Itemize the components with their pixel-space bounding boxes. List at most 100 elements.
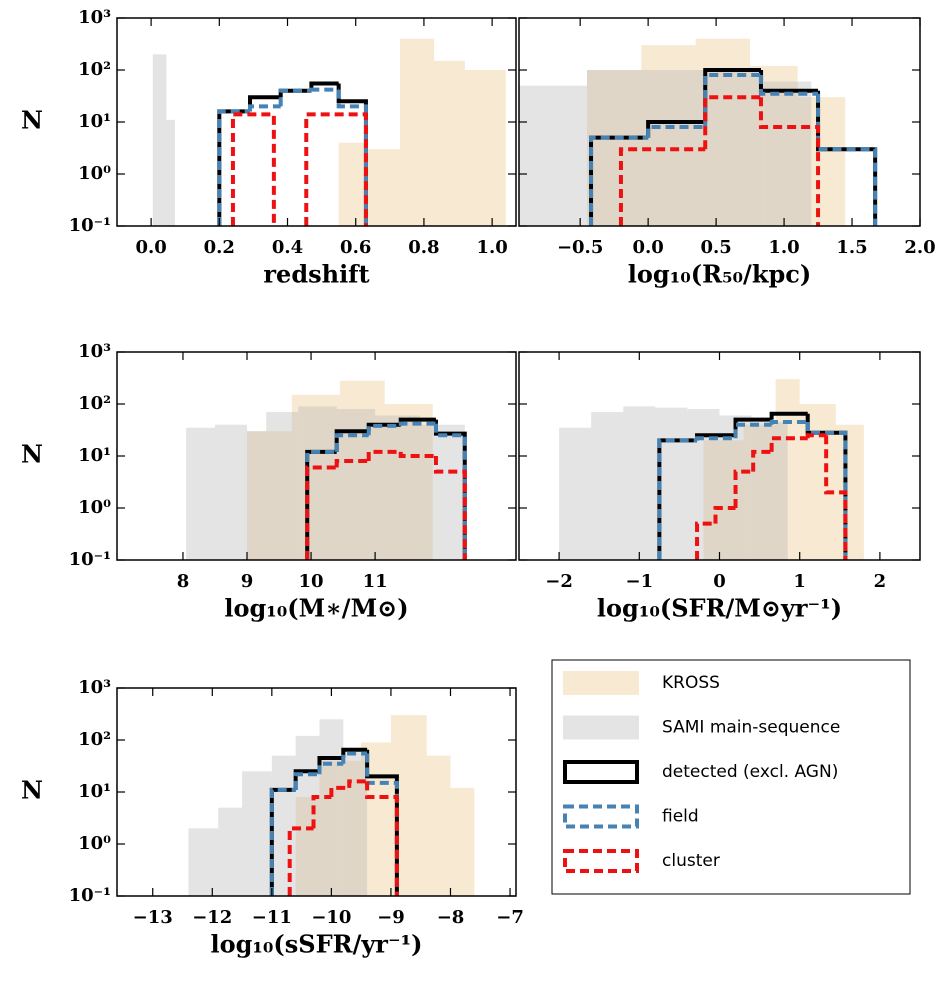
hist-bar [419,424,465,560]
x-tick-label: 11 [363,571,388,592]
legend-label: cluster [662,851,720,871]
x-tick-label: 1.0 [476,237,507,258]
hist-bar [319,719,344,896]
hist-bar [291,394,340,560]
x-tick-label: 0.5 [700,237,731,258]
hist-bar [426,755,451,896]
legend-swatch [563,671,639,695]
hist-bar [687,409,720,560]
x-tick-label: 1.0 [768,237,799,258]
hist-step [657,438,698,560]
hist-bar [434,60,465,226]
x-axis-label: log₁₀(SFR/M⊙yr⁻¹) [597,594,842,623]
hist-step [287,826,314,896]
x-tick-label: −2 [545,571,573,592]
hist-bar [295,735,320,896]
x-tick-label: 0.2 [204,237,235,258]
y-tick-label: 10⁰ [78,497,111,518]
hist-step [398,451,436,458]
x-tick-label: 0.0 [135,237,166,258]
y-axis-label: N [21,440,43,469]
hist-step [703,73,761,128]
hist-step [248,104,281,112]
hist-step [805,422,848,560]
hist-bar [384,404,433,560]
y-tick-label: 10³ [78,341,111,362]
legend-swatch [563,760,639,784]
x-tick-label: 9 [241,571,254,592]
hist-step [317,761,344,775]
hist-bar [152,54,167,227]
hist-step [695,521,716,560]
y-tick-label: 10² [78,729,111,750]
x-tick-label: −9 [377,907,405,928]
hist-step [733,469,754,508]
hist-bar [319,760,362,896]
legend-swatch [563,715,639,740]
hist-step [703,95,761,150]
hist-step [293,772,320,790]
hist-bar [591,412,624,560]
y-tick-label: 10² [78,393,111,414]
hist-step [366,423,401,436]
hist-bar [338,142,365,226]
y-axis-label: N [21,776,43,805]
hist-step [347,779,368,788]
hist-bar [797,97,846,226]
hist-step [248,95,281,112]
hist-step [433,456,467,560]
hist-step [769,436,808,452]
legend-box [551,659,911,895]
hist-bar [519,85,587,226]
hist-bar [214,424,248,560]
y-tick-label: 10⁻¹ [69,549,111,570]
x-tick-label: 0.8 [408,237,439,258]
hist-bar [218,807,243,896]
hist-step [695,436,736,441]
x-tick-label: 0.6 [340,237,371,258]
y-tick-label: 10⁻¹ [69,215,111,236]
legend-label: field [662,807,699,827]
legend-swatch [563,849,639,873]
hist-step [334,459,369,468]
hist-bar [375,415,420,560]
y-tick-label: 10² [78,59,111,80]
x-tick-label: −11 [252,907,292,928]
hist-step [217,109,250,226]
hist-step [769,420,808,425]
hist-step [304,112,368,226]
hist-step [816,93,878,226]
x-tick-label: 0.4 [272,237,303,258]
hist-bar [339,380,385,560]
hist-step [751,449,772,472]
hist-step [758,97,821,226]
x-tick-label: −12 [192,907,232,928]
hist-bar [799,404,836,560]
hist-step [366,449,401,462]
hist-bar [298,406,337,560]
hist-bar [464,70,506,226]
x-axis-label: log₁₀(sSFR/yr⁻¹) [210,930,422,959]
hist-bar [186,427,215,560]
hist-step [365,781,399,896]
hist-step [713,506,736,524]
hist-bar [242,771,272,896]
hist-bar [709,70,764,226]
hist-bar [450,787,475,896]
x-tick-label: −0.5 [557,237,603,258]
hist-bar [751,422,788,560]
hist-step [805,433,827,439]
hist-step [769,411,808,420]
y-axis-label: N [21,106,43,135]
hist-bar [271,755,296,896]
hist-bar [763,81,812,226]
hist-bar [266,412,299,560]
hist-bar [247,431,267,560]
hist-bar [641,45,696,226]
legend-label: KROSS [662,673,720,693]
legend-label: SAMI main-sequence [662,718,840,738]
hist-step [341,751,368,764]
hist-bar [586,70,649,226]
